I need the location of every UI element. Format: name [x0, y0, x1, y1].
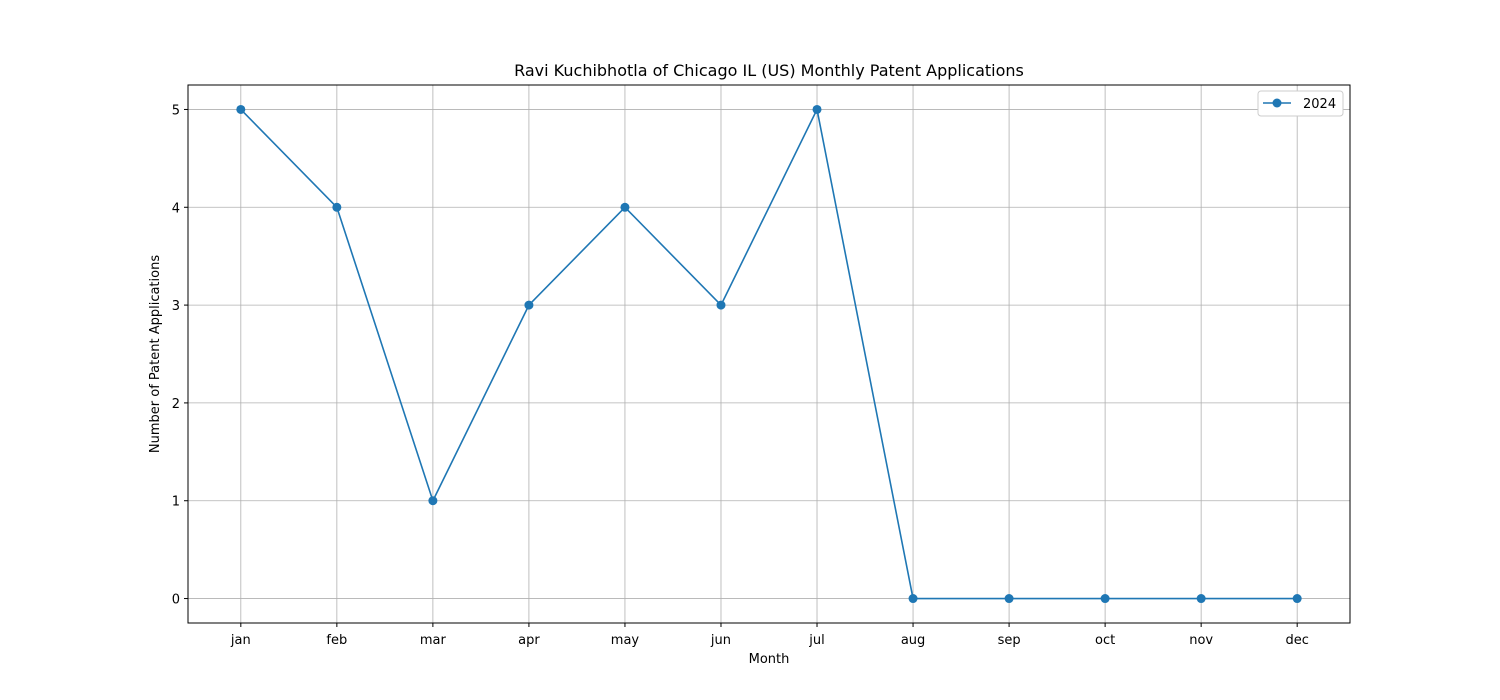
data-point — [1197, 594, 1206, 603]
data-point — [428, 496, 437, 505]
x-tick-label: feb — [326, 633, 347, 648]
data-point — [1293, 594, 1302, 603]
x-tick-label: sep — [998, 633, 1021, 648]
x-tick-label: nov — [1189, 633, 1213, 648]
legend-marker — [1273, 99, 1282, 108]
x-tick-label: oct — [1095, 633, 1115, 648]
data-point — [236, 105, 245, 114]
y-tick-label: 5 — [172, 103, 180, 118]
y-tick-label: 0 — [172, 593, 180, 608]
y-tick-label: 2 — [172, 397, 180, 412]
x-tick-label: dec — [1285, 633, 1308, 648]
x-tick-label: jul — [808, 633, 824, 648]
data-point — [813, 105, 822, 114]
legend-label: 2024 — [1303, 97, 1336, 112]
data-point — [332, 203, 341, 212]
chart-title: Ravi Kuchibhotla of Chicago IL (US) Mont… — [514, 61, 1024, 80]
data-point — [716, 301, 725, 310]
x-tick-label: jan — [230, 633, 251, 648]
x-tick-label: may — [611, 633, 640, 648]
data-point — [1005, 594, 1014, 603]
data-point — [620, 203, 629, 212]
data-point — [909, 594, 918, 603]
y-tick-label: 4 — [172, 201, 180, 216]
x-tick-label: mar — [420, 633, 447, 648]
legend: 2024 — [1258, 91, 1343, 116]
y-tick-label: 1 — [172, 495, 180, 510]
x-tick-label: aug — [901, 633, 925, 648]
y-axis-label: Number of Patent Applications — [148, 255, 163, 453]
x-axis-label: Month — [749, 652, 790, 667]
x-tick-label: apr — [518, 633, 540, 648]
data-point — [524, 301, 533, 310]
x-tick-label: jun — [710, 633, 731, 648]
y-tick-label: 3 — [172, 299, 180, 314]
data-point — [1101, 594, 1110, 603]
